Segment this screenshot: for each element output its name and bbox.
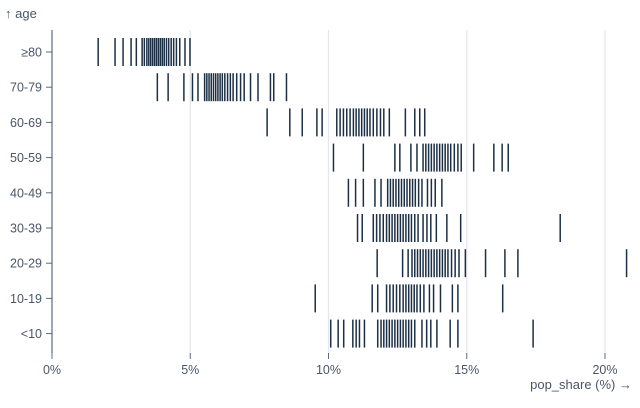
tick-row-1 [97,38,191,66]
y-tick-label: ≥80 [21,46,42,60]
y-tick-label: 60-69 [10,116,42,130]
y-tick-label: 30-39 [10,222,42,236]
x-tick-label: 20% [592,363,617,377]
y-tick-label: <10 [21,327,42,341]
tick-row-5 [347,178,443,207]
y-tick-label: 10-19 [10,292,42,306]
tick-row-2 [156,73,288,102]
y-tick-label: 20-29 [10,257,42,271]
tick-row-8 [314,284,504,313]
x-tick-label: 10% [316,363,341,377]
y-tick-label: 40-49 [10,186,42,200]
gridlines-group [189,30,606,353]
tick-row-7 [376,249,628,278]
x-axis-label: pop_share (%) → [530,377,632,392]
x-tick-label: 15% [454,363,479,377]
tick-row-9 [329,319,534,348]
y-tick-label: 50-59 [10,151,42,165]
tick-row-6 [356,214,561,242]
tick-marks-group [97,38,628,348]
axes-group: 0% 5% 10% 15% 20% ≥80 70-79 60-69 50-59 40-49 30-3… [10,30,618,377]
x-tick-label: 5% [181,363,199,377]
tick-row-4 [332,143,509,172]
tick-row-3 [266,108,426,137]
y-tick-label: 70-79 [10,81,42,95]
x-tick-label: 0% [43,363,61,377]
y-axis-label: ↑ age [5,6,37,21]
